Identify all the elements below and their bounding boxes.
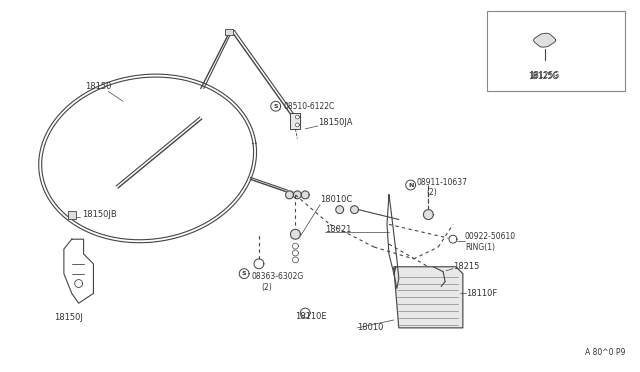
Text: 18215: 18215 [453, 262, 479, 271]
Text: A 80^0 P9: A 80^0 P9 [585, 348, 625, 357]
Text: 18150JB: 18150JB [82, 210, 116, 219]
Polygon shape [351, 206, 358, 214]
Polygon shape [301, 191, 309, 199]
Text: 1B125G: 1B125G [529, 71, 559, 80]
Polygon shape [285, 191, 293, 199]
Text: 18150J: 18150J [54, 314, 83, 323]
Text: (1): (1) [291, 113, 301, 122]
Bar [488, 11, 625, 92]
Polygon shape [336, 206, 344, 214]
Text: 18021: 18021 [325, 225, 351, 234]
Text: 08510-6122C: 08510-6122C [284, 102, 335, 111]
Polygon shape [387, 195, 399, 288]
Bar [291, 113, 300, 129]
Polygon shape [300, 308, 310, 318]
Polygon shape [64, 239, 93, 303]
Text: 18110F: 18110F [466, 289, 497, 298]
Polygon shape [239, 269, 249, 279]
Polygon shape [293, 191, 301, 199]
Text: (2): (2) [426, 188, 437, 198]
Text: 18150: 18150 [86, 82, 112, 91]
Polygon shape [254, 259, 264, 269]
Text: (2): (2) [261, 283, 271, 292]
Text: 08911-10637: 08911-10637 [417, 177, 468, 187]
Polygon shape [296, 115, 300, 119]
Text: S: S [242, 271, 246, 276]
Polygon shape [534, 33, 556, 47]
Polygon shape [271, 101, 280, 111]
Text: 18010: 18010 [357, 323, 384, 332]
Text: 00922-50610: 00922-50610 [465, 232, 516, 241]
Polygon shape [291, 230, 300, 239]
Bar [68, 211, 76, 218]
Polygon shape [406, 180, 415, 190]
Bar [225, 29, 234, 35]
Text: N: N [408, 183, 413, 187]
Text: S: S [273, 104, 278, 109]
Text: 18110E: 18110E [296, 311, 327, 321]
Polygon shape [449, 235, 457, 243]
Text: 1B125G: 1B125G [529, 72, 559, 81]
Text: 18010C: 18010C [320, 195, 352, 204]
Text: 08363-6302G: 08363-6302G [251, 272, 303, 281]
Text: RING(1): RING(1) [465, 243, 495, 251]
Polygon shape [296, 123, 300, 127]
Polygon shape [424, 210, 433, 219]
Polygon shape [394, 267, 463, 328]
Text: 18150JA: 18150JA [318, 118, 353, 128]
